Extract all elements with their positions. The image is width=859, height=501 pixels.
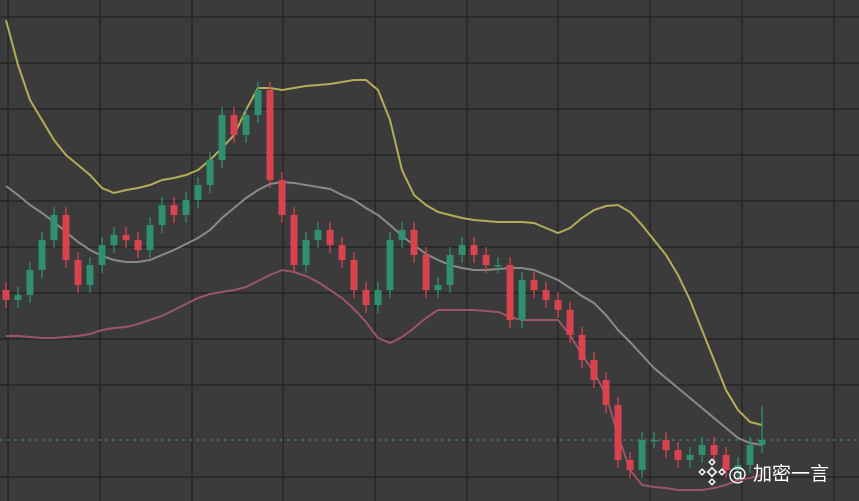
candle-body bbox=[338, 245, 346, 260]
candle-body bbox=[554, 300, 562, 310]
candle-body bbox=[650, 440, 658, 442]
candle-body bbox=[590, 360, 598, 380]
candle-body bbox=[566, 310, 574, 335]
candle-body bbox=[26, 270, 34, 295]
candle-body bbox=[434, 285, 442, 290]
candle-body bbox=[290, 215, 298, 265]
candle-body bbox=[182, 200, 190, 215]
candle-body bbox=[254, 90, 262, 115]
band-line bbox=[5, 180, 763, 446]
candle-body bbox=[122, 235, 130, 240]
candle-body bbox=[62, 215, 70, 260]
candle-body bbox=[170, 205, 178, 215]
plot bbox=[2, 19, 766, 491]
watermark: @ 加密一言 bbox=[698, 458, 829, 486]
candle-body bbox=[134, 240, 142, 250]
candle-body bbox=[518, 280, 526, 320]
candle-body bbox=[2, 290, 10, 300]
candle-body bbox=[218, 115, 226, 160]
candle-body bbox=[698, 445, 706, 455]
candle-body bbox=[758, 440, 766, 445]
candle-body bbox=[638, 440, 646, 470]
candle-body bbox=[362, 290, 370, 305]
candle-body bbox=[86, 265, 94, 285]
candle-body bbox=[74, 260, 82, 285]
candle-body bbox=[746, 445, 754, 465]
candle-body bbox=[206, 160, 214, 185]
watermark-text: @ 加密一言 bbox=[728, 463, 829, 485]
band-line bbox=[6, 268, 763, 491]
candle-body bbox=[242, 115, 250, 135]
candle-body bbox=[482, 255, 490, 265]
candle-body bbox=[146, 225, 154, 250]
candle-body bbox=[158, 205, 166, 225]
candle-body bbox=[734, 465, 742, 470]
candle-body bbox=[506, 265, 514, 320]
candle-body bbox=[14, 295, 22, 300]
candle-body bbox=[38, 240, 46, 270]
candle-body bbox=[374, 290, 382, 305]
candle-body bbox=[314, 230, 322, 240]
candle-body bbox=[410, 230, 418, 255]
candle-body bbox=[278, 180, 286, 215]
candle-body bbox=[662, 440, 670, 450]
candle-body bbox=[302, 240, 310, 265]
candle-body bbox=[194, 185, 202, 200]
candle-body bbox=[458, 245, 466, 255]
logo bbox=[698, 458, 726, 486]
candle-body bbox=[722, 455, 730, 470]
candle-body bbox=[398, 230, 406, 240]
candle-body bbox=[422, 255, 430, 290]
candle-body bbox=[110, 235, 118, 245]
candle-body bbox=[674, 450, 682, 460]
candle-body bbox=[494, 265, 502, 267]
candle-body bbox=[578, 335, 586, 360]
candle-body bbox=[626, 460, 634, 470]
candle-body bbox=[350, 260, 358, 290]
candle-body bbox=[98, 245, 106, 265]
candle-body bbox=[710, 445, 718, 455]
candle-body bbox=[230, 115, 238, 135]
candle-body bbox=[530, 280, 538, 290]
candle-body bbox=[50, 215, 58, 240]
candle-body bbox=[386, 240, 394, 290]
candle-body bbox=[686, 455, 694, 460]
candle-body bbox=[266, 90, 274, 180]
band-line bbox=[5, 19, 763, 426]
candle-body bbox=[602, 380, 610, 405]
candle-body bbox=[614, 405, 622, 460]
candle-body bbox=[446, 255, 454, 285]
candle-body bbox=[326, 230, 334, 245]
candle-body bbox=[542, 290, 550, 300]
candle-body bbox=[470, 245, 478, 255]
